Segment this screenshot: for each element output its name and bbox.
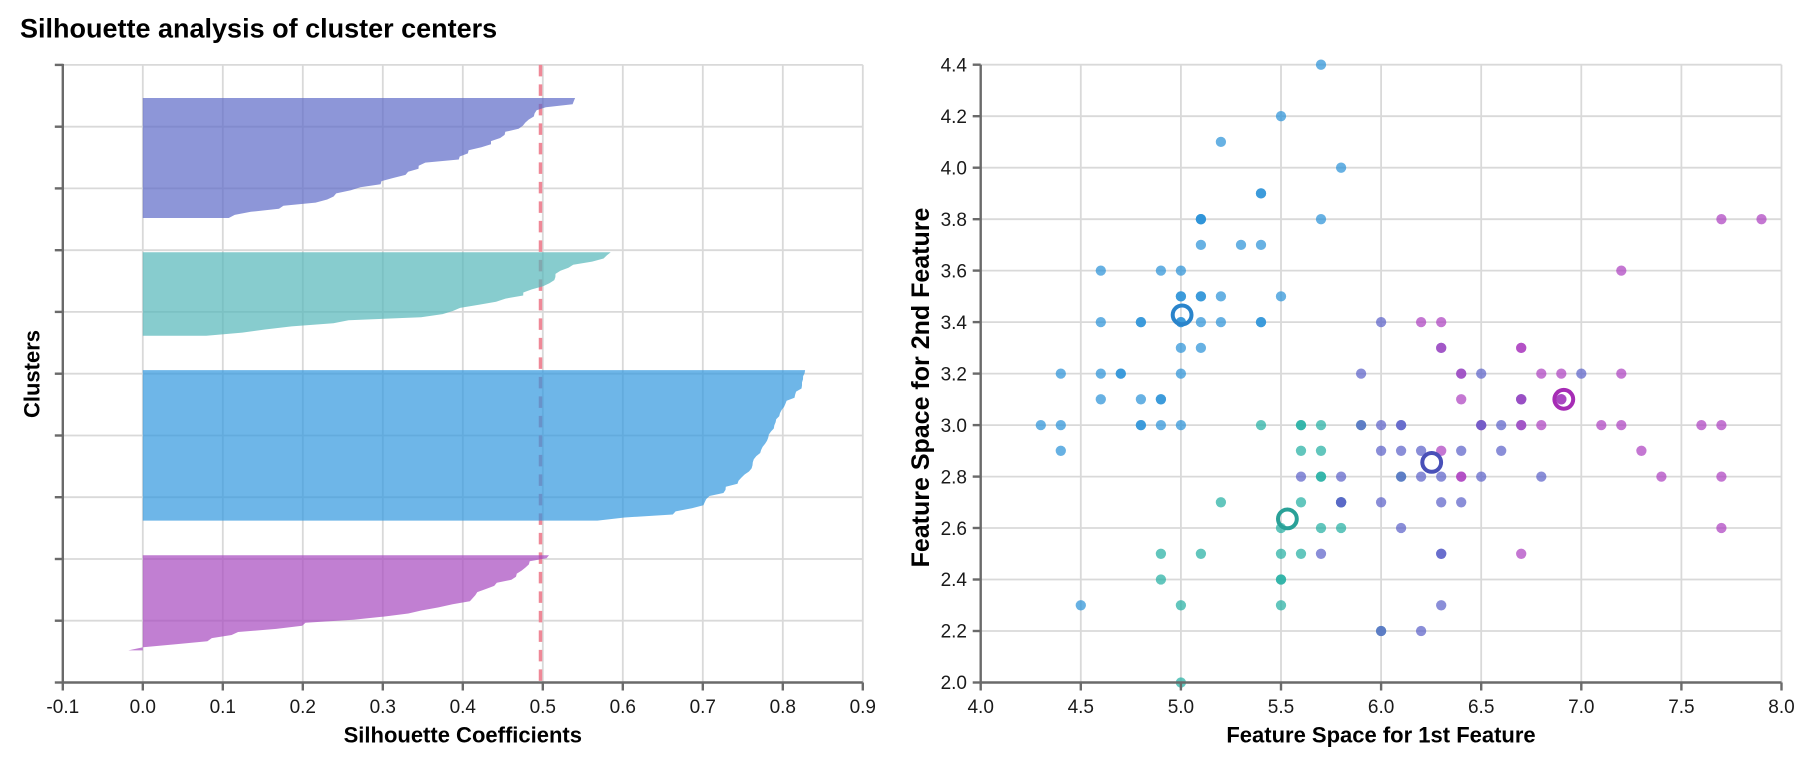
svg-text:0.5: 0.5 (530, 697, 556, 718)
svg-text:Feature Space for 1st Feature: Feature Space for 1st Feature (1226, 723, 1535, 748)
svg-text:3.8: 3.8 (941, 210, 967, 231)
svg-text:7.0: 7.0 (1568, 697, 1594, 718)
svg-text:3.0: 3.0 (941, 416, 967, 437)
svg-text:4.0: 4.0 (967, 697, 993, 718)
svg-text:0.1: 0.1 (210, 697, 236, 718)
svg-text:0.8: 0.8 (770, 697, 796, 718)
svg-text:2.2: 2.2 (941, 622, 967, 643)
svg-text:4.5: 4.5 (1068, 697, 1094, 718)
svg-text:Clusters: Clusters (20, 330, 45, 418)
svg-text:0.9: 0.9 (850, 697, 876, 718)
svg-text:2.8: 2.8 (941, 467, 967, 488)
svg-text:6.0: 6.0 (1368, 697, 1394, 718)
svg-text:0.3: 0.3 (370, 697, 396, 718)
svg-text:7.5: 7.5 (1668, 697, 1694, 718)
svg-text:8.0: 8.0 (1768, 697, 1794, 718)
svg-text:3.6: 3.6 (941, 261, 967, 282)
svg-text:5.0: 5.0 (1168, 697, 1194, 718)
svg-text:0.7: 0.7 (690, 697, 716, 718)
svg-text:Silhouette analysis of cluster: Silhouette analysis of cluster centers (20, 14, 497, 44)
svg-text:0.0: 0.0 (130, 697, 156, 718)
svg-text:2.6: 2.6 (941, 519, 967, 540)
svg-text:2.0: 2.0 (941, 673, 967, 694)
svg-text:0.4: 0.4 (450, 697, 477, 718)
svg-text:0.6: 0.6 (610, 697, 636, 718)
svg-text:4.2: 4.2 (941, 107, 967, 128)
svg-text:6.5: 6.5 (1468, 697, 1494, 718)
svg-text:3.2: 3.2 (941, 364, 967, 385)
svg-text:3.4: 3.4 (941, 313, 968, 334)
svg-text:Feature Space for 2nd Feature: Feature Space for 2nd Feature (907, 207, 935, 567)
svg-text:0.2: 0.2 (290, 697, 316, 718)
svg-text:2.4: 2.4 (941, 570, 968, 591)
svg-text:Silhouette Coefficients: Silhouette Coefficients (344, 723, 582, 748)
svg-text:4.0: 4.0 (941, 158, 967, 179)
svg-text:4.4: 4.4 (941, 55, 968, 76)
svg-text:-0.1: -0.1 (46, 697, 79, 718)
svg-text:5.5: 5.5 (1268, 697, 1294, 718)
